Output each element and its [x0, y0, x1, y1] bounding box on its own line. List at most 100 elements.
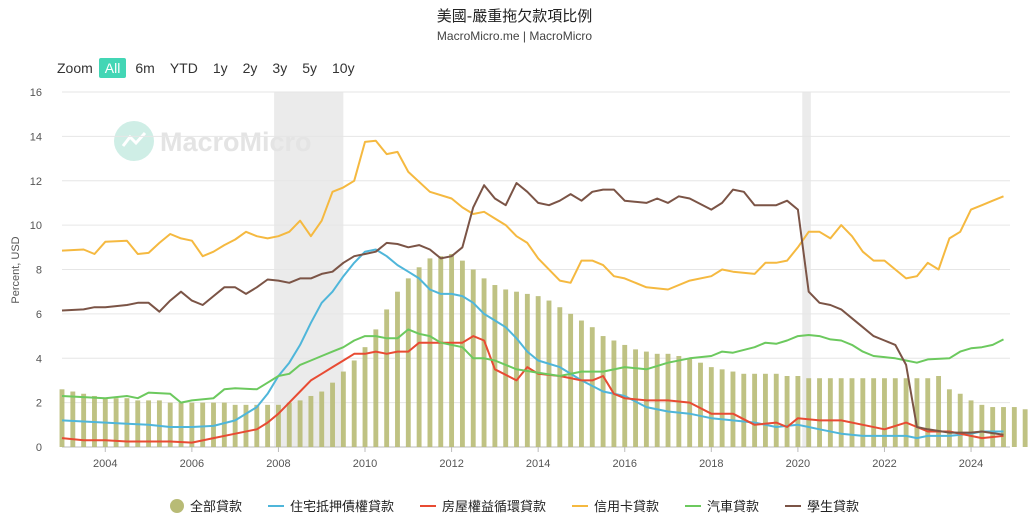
bar-all-loans: [265, 404, 271, 447]
y-tick-label: 0: [36, 442, 42, 454]
bar-all-loans: [968, 400, 974, 447]
legend-swatch-credit-card: [572, 504, 588, 507]
legend-item-heloc[interactable]: 房屋權益循環貸款: [419, 496, 546, 515]
x-tick-label: 2020: [786, 458, 810, 470]
bar-all-loans: [59, 389, 65, 447]
y-tick-label: 2: [36, 398, 42, 410]
bar-all-loans: [211, 402, 216, 447]
watermark-logo-mark: [121, 131, 147, 147]
bar-all-loans: [892, 378, 898, 447]
bar-all-loans: [308, 395, 314, 447]
bar-all-loans: [459, 260, 465, 447]
bar-all-loans: [557, 307, 563, 447]
bar-all-loans: [1011, 407, 1017, 447]
bar-all-loans: [340, 371, 346, 447]
bar-all-loans: [146, 400, 152, 447]
chart-subtitle: MacroMicro.me | MacroMicro: [436, 29, 593, 43]
bar-all-loans: [297, 400, 303, 447]
zoom-ytd-button[interactable]: YTD: [169, 60, 198, 76]
legend-label-all: 全部貸款: [189, 500, 242, 515]
bar-all-loans: [589, 327, 595, 447]
bar-all-loans: [427, 258, 433, 447]
bar-all-loans: [351, 360, 357, 447]
y-tick-label: 6: [36, 309, 42, 321]
bar-all-loans: [492, 285, 498, 447]
bar-all-loans: [384, 309, 390, 447]
zoom-3y-button[interactable]: 3y: [272, 60, 288, 76]
bar-all-loans: [416, 267, 422, 447]
x-tick-label: 2006: [180, 458, 204, 470]
y-tick-label: 12: [30, 176, 42, 188]
bar-all-loans: [438, 256, 444, 447]
x-tick-label: 2014: [526, 458, 550, 470]
legend-swatch-auto: [685, 504, 702, 507]
bar-all-loans: [1001, 407, 1006, 447]
zoom-5y-button[interactable]: 5y: [302, 60, 317, 76]
bar-all-loans: [362, 347, 368, 447]
bar-all-loans: [481, 278, 487, 447]
bar-all-loans: [860, 378, 866, 447]
bar-all-loans: [643, 351, 649, 447]
zoom-6m-button[interactable]: 6m: [135, 60, 155, 76]
bar-all-loans: [914, 378, 920, 447]
zoom-2y-button[interactable]: 2y: [242, 60, 258, 76]
zoom-1y-button[interactable]: 1y: [212, 60, 228, 76]
legend-item-student[interactable]: 學生貸款: [785, 496, 859, 515]
bar-all-loans: [903, 378, 909, 447]
watermark: MacroMicro: [114, 121, 312, 161]
y-tick-label: 4: [36, 353, 42, 365]
x-tick-label: 2022: [872, 458, 896, 470]
bar-all-loans: [827, 378, 833, 447]
y-tick-label: 10: [30, 220, 42, 232]
x-tick-label: 2012: [439, 458, 463, 470]
legend-item-mortgage[interactable]: 住宅抵押債權貸款: [267, 496, 394, 515]
legend-swatch-heloc: [419, 504, 436, 507]
bar-all-loans: [503, 289, 509, 447]
zoom-all-button[interactable]: All: [98, 58, 127, 78]
legend-item-credit-card[interactable]: 信用卡貸款: [572, 496, 659, 515]
bar-all-loans: [535, 296, 541, 447]
bar-all-loans: [70, 391, 76, 447]
bar-all-loans: [773, 373, 779, 447]
bar-all-loans: [178, 402, 184, 447]
legend-swatch-all: [169, 498, 184, 513]
y-tick-label: 16: [30, 87, 42, 99]
x-tick-label: 2024: [959, 458, 983, 470]
bar-all-loans: [1022, 409, 1028, 447]
bar-all-loans: [449, 253, 455, 447]
bar-all-loans: [698, 362, 703, 447]
bar-all-loans: [730, 371, 736, 447]
bar-all-loans: [925, 378, 931, 447]
y-axis-label: Percent, USD: [10, 236, 22, 303]
zoom-10y-button[interactable]: 10y: [332, 60, 355, 76]
bar-all-loans: [319, 391, 325, 447]
bar-all-loans: [741, 373, 747, 447]
chart-svg: MacroMicro 0 2 4 6 8 10 12 14 16 2004 2006 2008 201…: [10, 87, 1028, 470]
x-axis-ticks: 2004 2006 2008 2010 2012 2014 2016 2018 2020 2022…: [93, 447, 983, 470]
line-mortgage: [61, 248, 1004, 440]
x-tick-label: 2004: [93, 458, 117, 470]
line-auto: [61, 328, 1004, 404]
bar-all-loans: [849, 378, 855, 447]
legend-swatch-student: [785, 504, 802, 507]
bar-all-loans: [254, 404, 260, 447]
bar-all-loans: [957, 393, 963, 447]
bar-all-loans: [708, 367, 714, 447]
bar-all-loans: [156, 400, 162, 447]
y-axis-ticks: 0 2 4 6 8 10 12 14 16: [30, 87, 42, 454]
x-tick-label: 2018: [699, 458, 723, 470]
bar-all-loans: [221, 402, 227, 447]
bar-all-loans: [124, 398, 130, 447]
legend-item-all[interactable]: 全部貸款: [169, 496, 242, 515]
legend-label-heloc: 房屋權益循環貸款: [441, 500, 546, 515]
bar-all-loans: [286, 402, 292, 447]
bar-all-loans: [871, 378, 877, 447]
line-credit_card: [61, 139, 1004, 291]
legend-item-auto[interactable]: 汽車貸款: [685, 496, 759, 515]
line-student: [61, 182, 1004, 436]
chart-title: 美國-嚴重拖欠款項比例: [436, 7, 593, 25]
bar-all-loans: [568, 313, 574, 447]
bar-all-loans: [200, 402, 206, 447]
x-tick-label: 2010: [353, 458, 377, 470]
legend-swatch-mortgage: [267, 504, 284, 507]
